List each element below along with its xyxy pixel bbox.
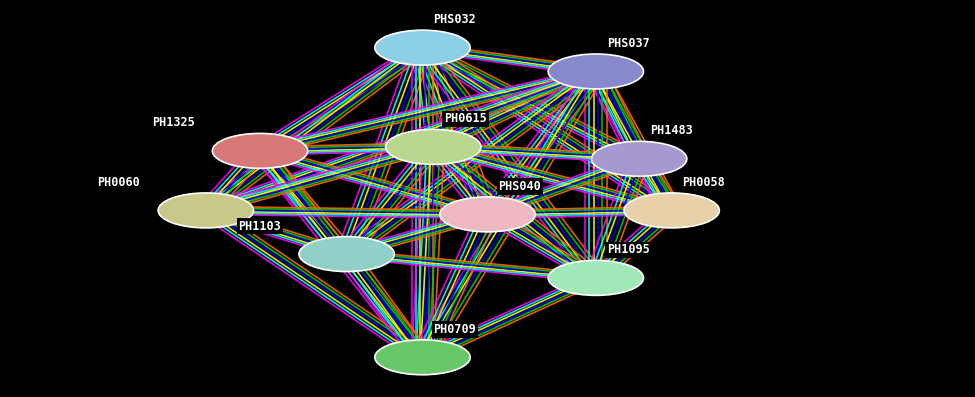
Text: PHS037: PHS037: [606, 37, 649, 50]
Text: PH1103: PH1103: [238, 220, 281, 233]
Text: PH1095: PH1095: [606, 243, 649, 256]
Circle shape: [158, 193, 254, 228]
Circle shape: [213, 133, 308, 168]
Text: PHS040: PHS040: [498, 180, 541, 193]
Circle shape: [299, 237, 394, 272]
Circle shape: [548, 54, 644, 89]
Circle shape: [548, 260, 644, 295]
Text: PH0058: PH0058: [682, 176, 725, 189]
Circle shape: [592, 141, 686, 176]
Text: PH1483: PH1483: [650, 124, 693, 137]
Text: PH0615: PH0615: [445, 112, 487, 125]
Circle shape: [386, 129, 481, 164]
Circle shape: [374, 30, 470, 65]
Circle shape: [374, 340, 470, 375]
Text: PHS032: PHS032: [433, 13, 476, 26]
Text: PH0060: PH0060: [98, 176, 140, 189]
Circle shape: [440, 197, 535, 232]
Text: PH0709: PH0709: [433, 323, 476, 336]
Text: PH1325: PH1325: [152, 116, 194, 129]
Circle shape: [624, 193, 720, 228]
